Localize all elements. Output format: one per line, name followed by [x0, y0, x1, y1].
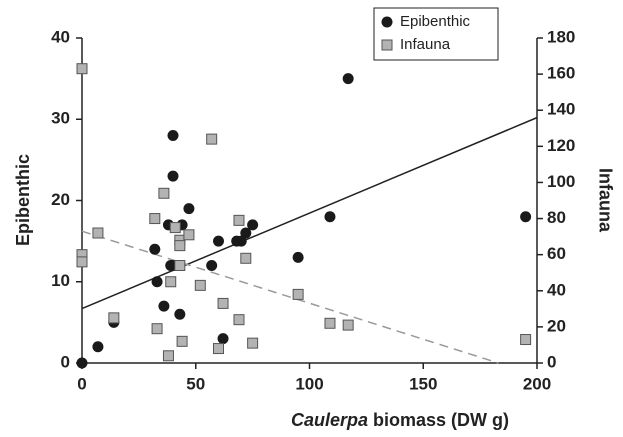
point: [235, 235, 247, 247]
point: [169, 222, 181, 234]
y-tick-label: 40: [51, 27, 70, 46]
point: [520, 334, 532, 346]
point: [240, 252, 252, 264]
point: [292, 288, 304, 300]
point: [108, 312, 120, 324]
y2-tick-label: 80: [547, 208, 566, 227]
y2-tick-label: 0: [547, 352, 556, 371]
point: [342, 73, 354, 85]
point: [76, 63, 88, 75]
x-label-rest: biomass (DW g): [373, 410, 509, 430]
point: [158, 187, 170, 199]
point: [151, 276, 163, 288]
point: [174, 308, 186, 320]
x-tick-label: 50: [186, 374, 205, 393]
point: [233, 314, 245, 326]
point: [158, 300, 170, 312]
point: [324, 211, 336, 223]
y2-tick-label: 160: [547, 64, 575, 83]
point: [240, 227, 252, 239]
x-axis-label: Caulerpa biomass (DW g): [291, 410, 509, 430]
point: [76, 256, 88, 268]
point: [233, 214, 245, 226]
point: [92, 341, 104, 353]
point: [292, 251, 304, 263]
trend-line: [81, 230, 499, 364]
legend-label: Epibenthic: [400, 13, 471, 30]
point: [247, 337, 259, 349]
legend-label: Infauna: [400, 36, 451, 53]
point: [217, 297, 229, 309]
point: [217, 333, 229, 345]
y-tick-label: 10: [51, 271, 70, 290]
x-tick-label: 0: [77, 374, 86, 393]
legend-marker: [381, 39, 393, 51]
point: [183, 229, 195, 241]
x-label-italic: Caulerpa: [291, 410, 368, 430]
point: [206, 133, 218, 145]
point: [194, 279, 206, 291]
y2-tick-label: 180: [547, 27, 575, 46]
y2-tick-label: 60: [547, 244, 566, 263]
x-tick-label: 100: [295, 374, 323, 393]
point: [174, 240, 186, 252]
y2-tick-label: 120: [547, 136, 575, 155]
point: [151, 323, 163, 335]
legend-marker: [381, 16, 393, 28]
x-tick-label: 150: [409, 374, 437, 393]
point: [149, 243, 161, 255]
y2-tick-label: 20: [547, 316, 566, 335]
point: [520, 211, 532, 223]
x-tick-label: 200: [523, 374, 551, 393]
y-tick-label: 20: [51, 190, 70, 209]
legend-box: [373, 7, 499, 61]
point: [165, 276, 177, 288]
y-tick-label: 0: [61, 352, 70, 371]
point: [167, 170, 179, 182]
point: [213, 235, 224, 247]
point: [162, 350, 174, 362]
y2-tick-label: 100: [547, 172, 575, 191]
point: [92, 227, 104, 239]
point: [149, 213, 161, 225]
point: [213, 343, 224, 355]
point: [342, 319, 354, 331]
y2-axis-label: Infauna: [595, 168, 615, 233]
y-tick-label: 30: [51, 109, 70, 128]
point: [247, 219, 259, 231]
point: [76, 357, 88, 369]
y2-tick-label: 40: [547, 280, 566, 299]
point: [183, 203, 195, 215]
y-axis-label: Epibenthic: [13, 154, 33, 246]
point: [167, 130, 179, 141]
y2-tick-label: 140: [547, 100, 575, 119]
point: [176, 335, 188, 347]
point: [324, 317, 336, 329]
point: [206, 260, 218, 271]
point: [174, 260, 186, 271]
